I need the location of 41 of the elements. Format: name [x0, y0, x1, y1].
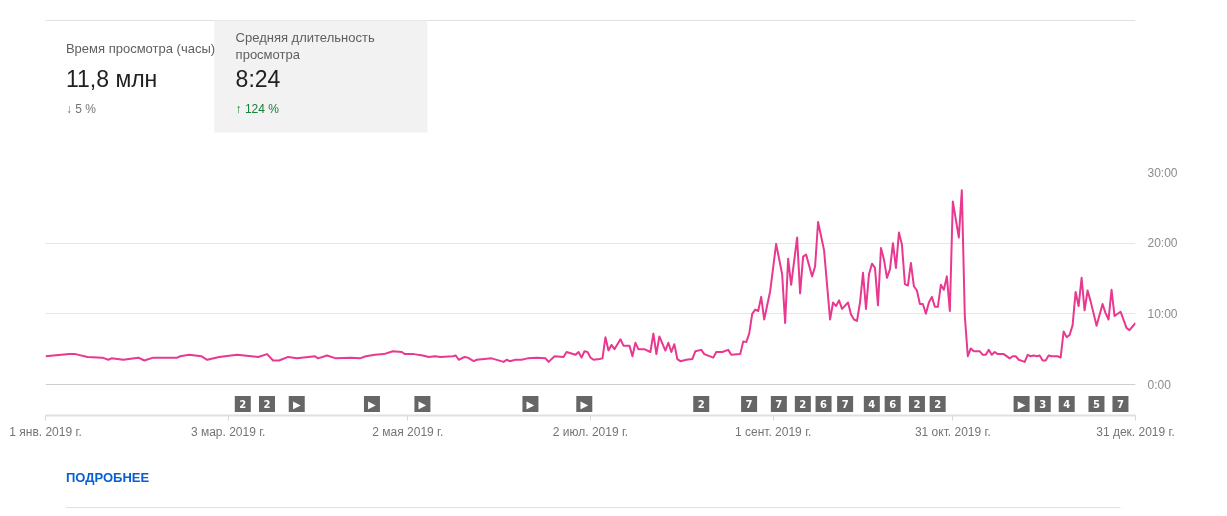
text: 2	[239, 399, 247, 410]
text: ↑ 124 %	[235, 101, 280, 116]
text: ▶	[580, 398, 589, 410]
x-tick-label: 31 дек. 2019 г.	[1096, 424, 1175, 439]
text: Средняя длительность просмотра	[235, 30, 375, 62]
text: ▶	[1017, 398, 1026, 410]
x-tick-label: 2 мая 2019 г.	[372, 424, 444, 439]
text: 6	[889, 399, 897, 410]
x-tick-label: 31 окт. 2019 г.	[914, 424, 991, 439]
text: ▶	[526, 398, 535, 410]
x-tick-label: 1 янв. 2019 г.	[9, 424, 82, 439]
text: Время просмотра (часы)	[65, 41, 216, 56]
text: ↓ 5 %	[65, 101, 97, 116]
text: 4	[868, 399, 876, 410]
y-tick-label: 10:00	[1147, 306, 1178, 321]
text: 5	[1093, 399, 1100, 410]
text: 2	[913, 399, 921, 410]
text: ▶	[418, 398, 427, 410]
x-tick-label: 1 сент. 2019 г.	[734, 424, 812, 439]
text: 7	[775, 399, 783, 410]
y-tick-label: 30:00	[1147, 165, 1178, 180]
text: 2	[934, 399, 942, 410]
text: 7	[745, 399, 753, 410]
x-tick-label: 2 июл. 2019 г.	[552, 424, 629, 439]
text: 7	[841, 399, 849, 410]
text: 8:24	[235, 65, 281, 92]
y-tick-label: 20:00	[1147, 236, 1178, 251]
text: 2	[263, 399, 271, 410]
text: 4	[1063, 399, 1071, 410]
text: 11,8 млн	[65, 65, 158, 92]
text: 6	[820, 399, 828, 410]
text: 2	[799, 399, 807, 410]
text: ▶	[368, 398, 377, 410]
y-tick-label: 0:00	[1147, 377, 1172, 392]
text: ПОДРОБНЕЕ	[65, 470, 150, 485]
x-tick-label: 3 мар. 2019 г.	[190, 424, 266, 439]
text: 7	[1116, 399, 1124, 410]
text: ▶	[292, 398, 301, 410]
text: 2	[697, 399, 705, 410]
text: 3	[1039, 399, 1047, 410]
line-series	[45, 189, 1136, 363]
